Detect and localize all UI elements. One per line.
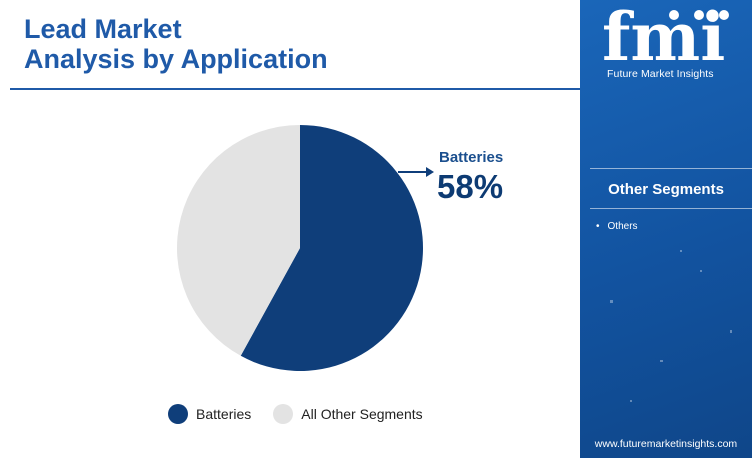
pie-slice-batteries	[240, 125, 423, 372]
title-divider	[10, 88, 580, 90]
legend-label-other: All Other Segments	[301, 406, 423, 422]
legend-swatch-batteries	[168, 404, 188, 424]
page-title: Lead Market Analysis by Application	[24, 14, 328, 74]
title-line-2: Analysis by Application	[24, 44, 328, 74]
title-line-1: Lead Market	[24, 14, 182, 44]
sidebar-item-others: Others	[596, 221, 638, 232]
logo-text: fmi	[602, 2, 725, 76]
sidebar-heading: Other Segments	[608, 181, 724, 198]
sidebar-divider-bottom	[590, 208, 752, 209]
sidebar-list: Others	[596, 221, 638, 232]
pie-chart	[176, 125, 434, 372]
website-url: www.futuremarketinsights.com	[594, 438, 738, 450]
sidebar-divider-top	[590, 168, 752, 169]
callout-label: Batteries	[439, 149, 504, 166]
chart-legend: Batteries All Other Segments	[168, 404, 437, 424]
legend-item-batteries: Batteries	[168, 404, 251, 424]
legend-swatch-other	[273, 404, 294, 424]
callout-arrow-icon	[426, 167, 434, 177]
sidebar-panel: fmi Future Market Insights Other Segment…	[580, 0, 752, 458]
fmi-logo: fmi	[602, 2, 729, 76]
logo-globe-icon-3	[719, 10, 729, 20]
legend-item-other: All Other Segments	[273, 404, 423, 424]
logo-globe-icon-2	[694, 10, 704, 20]
pie-slices	[176, 125, 423, 372]
legend-label-batteries: Batteries	[196, 406, 252, 422]
chart-card: Lead Market Analysis by Application Batt…	[0, 0, 580, 458]
callout-value: 58%	[437, 168, 504, 205]
logo-globe-icon	[669, 10, 679, 20]
logo-subtitle: Future Market Insights	[607, 68, 714, 80]
pie-slice-all-other-segments	[176, 125, 300, 356]
